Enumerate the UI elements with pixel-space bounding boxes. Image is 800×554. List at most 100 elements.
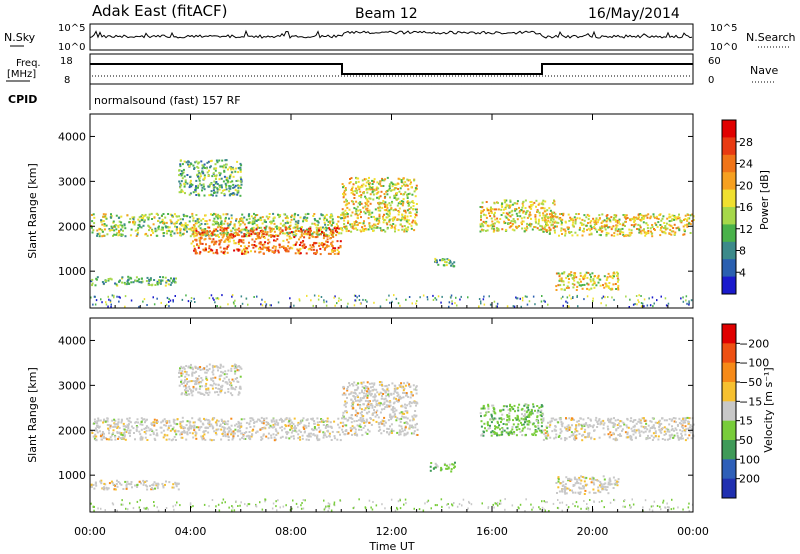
data-cell [392,219,394,222]
data-cell [249,234,252,237]
data-cell [236,190,239,193]
data-cell [611,274,614,277]
data-cell [648,297,650,300]
data-cell [396,192,398,195]
data-cell [336,225,339,228]
data-cell [194,238,197,241]
data-cell [500,204,503,207]
data-cell [496,229,498,232]
data-cell [110,213,112,216]
data-cell [180,365,183,368]
data-cell [232,239,235,242]
data-cell [505,199,508,202]
data-cell [199,227,202,230]
data-cell [359,399,362,402]
data-cell [540,207,543,210]
data-cell [273,439,276,442]
data-cell [193,166,196,169]
data-cell [355,411,358,414]
data-cell [228,378,230,381]
data-cell [639,230,642,233]
data-cell [239,186,242,189]
data-cell [459,298,461,301]
data-cell [315,236,318,239]
data-cell [153,437,156,440]
data-cell [344,187,347,189]
data-cell [145,425,148,428]
data-cell [293,218,296,221]
data-cell [395,419,398,422]
data-cell [593,223,596,226]
data-cell [129,429,132,432]
data-cell [179,228,182,231]
data-cell [131,486,133,489]
data-cell [261,427,264,430]
data-cell [210,294,213,297]
data-cell [295,430,298,433]
data-cell [183,431,186,434]
data-cell [219,232,222,235]
data-cell [200,435,203,438]
data-cell [514,221,517,224]
data-cell [245,421,248,424]
data-cell [500,214,503,216]
data-cell [149,433,152,436]
data-cell [554,213,557,216]
data-cell [406,195,409,198]
data-cell [598,233,601,236]
data-cell [377,416,380,419]
data-cell [301,226,303,229]
data-cell [508,226,511,229]
data-cell [398,207,401,210]
data-cell [594,275,596,277]
data-cell [250,233,253,236]
data-cell [386,427,389,430]
data-cell [592,282,595,285]
data-cell [117,421,120,424]
data-cell [146,418,148,421]
data-cell [319,253,322,256]
data-cell [400,417,403,420]
data-cell [406,200,409,203]
data-cell [326,429,329,432]
data-cell [561,233,563,235]
data-cell [297,219,300,222]
data-cell [221,384,224,387]
data-cell [364,205,367,208]
data-cell [250,435,253,438]
data-cell [241,432,244,435]
data-cell [607,296,609,298]
data-cell [635,216,638,219]
data-cell [180,374,183,377]
data-cell [181,436,184,439]
data-cell [359,397,362,400]
data-cell [208,226,211,229]
data-cell [167,425,170,428]
data-cell [204,391,207,394]
data-cell [521,423,523,426]
data-cell [614,218,617,221]
data-cell [357,396,359,399]
data-cell [542,199,545,202]
data-cell [612,225,615,228]
data-cell [117,437,119,440]
data-cell [360,202,363,205]
data-cell [682,300,685,303]
data-cell [576,234,579,237]
data-cell [578,284,581,287]
data-cell [321,242,324,244]
data-cell [341,425,344,428]
data-cell [546,209,549,212]
data-cell [129,421,132,424]
data-cell [268,241,271,244]
data-cell [238,422,240,424]
data-cell [227,390,230,393]
data-cell [100,479,103,482]
data-cell [387,213,390,216]
data-cell [290,425,293,428]
data-cell [661,225,663,228]
data-cell [378,206,381,209]
data-cell [521,299,524,302]
data-cell [390,415,393,418]
